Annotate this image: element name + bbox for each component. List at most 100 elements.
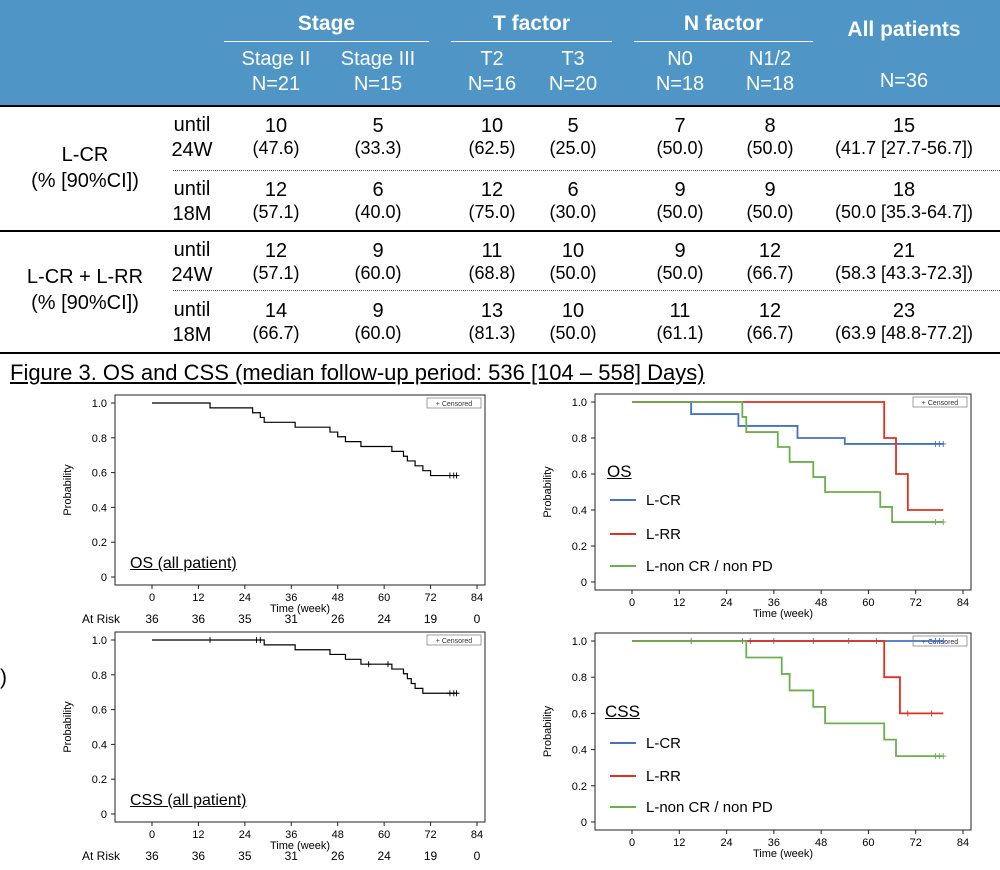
table-cell: 15 (41.7 [27.7-56.7]) <box>809 115 999 159</box>
table-cell: 12 (66.7) <box>730 240 810 284</box>
at-risk-value: 36 <box>145 612 159 626</box>
column-header: N1/2 N=18 <box>730 47 810 97</box>
row-period-label: until 18M <box>160 298 224 348</box>
row-period-line: 24W <box>171 139 213 161</box>
y-tick-label: 0 <box>581 817 587 829</box>
table-cell: 12 (57.1) <box>226 240 326 284</box>
km-chart-os-all: 0 0.2 0.4 0.6 0.8 1.0 0 12 24 36 48 60 72 84 Time (wee… <box>62 394 486 615</box>
cell-count: 12 <box>480 179 504 201</box>
cell-count: 6 <box>567 179 579 201</box>
y-axis-label: Probability <box>62 701 74 753</box>
cell-count: 10 <box>480 115 504 137</box>
y-tick-label: 0 <box>101 809 107 821</box>
legend-item: L-CR <box>610 490 681 510</box>
x-tick-label: 0 <box>629 597 635 609</box>
table-cell: 6 (30.0) <box>533 179 613 223</box>
column-header: T2 N=16 <box>452 47 532 97</box>
y-tick-label: 0.4 <box>572 745 587 757</box>
cell-percent: (75.0) <box>468 202 516 222</box>
cell-percent: (60.0) <box>354 263 402 283</box>
y-tick-label: 0 <box>101 572 107 584</box>
plot-frame <box>114 394 486 586</box>
survival-curve-l-non-cr-non-pd <box>632 401 944 523</box>
y-tick-label: 0.2 <box>92 537 107 549</box>
legend-item: L-RR <box>610 524 681 544</box>
column-name: N0 <box>667 48 693 70</box>
cell-percent: (61.1) <box>656 323 704 343</box>
at-risk-value: 31 <box>284 849 298 863</box>
y-tick-label: 1.0 <box>92 398 107 410</box>
x-tick-label: 12 <box>673 597 685 609</box>
x-tick-label: 36 <box>285 592 297 604</box>
cell-percent: (62.5) <box>468 138 516 158</box>
at-risk-value: 36 <box>191 849 206 863</box>
group-header-t-factor: T factor <box>492 12 570 35</box>
y-axis-label: Probability <box>542 466 554 518</box>
x-tick-label: 48 <box>332 592 344 604</box>
table-cell: 9 (60.0) <box>328 300 428 344</box>
censor-mark <box>932 519 939 526</box>
table-cell: 13 (81.3) <box>452 300 532 344</box>
column-header: Stage III N=15 <box>328 47 428 97</box>
table-cell: 14 (66.7) <box>226 300 326 344</box>
cell-count: 7 <box>674 115 686 137</box>
table-cell: 12 (66.7) <box>730 300 810 344</box>
y-tick-label: 0 <box>581 577 587 589</box>
table-cell: 11 (61.1) <box>640 300 720 344</box>
column-header: N=36 <box>809 69 999 94</box>
cell-count: 6 <box>372 179 384 201</box>
table-cell: 5 (33.3) <box>328 115 428 159</box>
censor-mark <box>365 661 372 668</box>
cell-percent: (40.0) <box>354 202 402 222</box>
x-tick-label: 0 <box>629 837 635 849</box>
at-risk-value: 24 <box>377 849 391 863</box>
legend-item: L-RR <box>610 766 681 786</box>
censored-legend-box <box>426 634 482 646</box>
at-risk-value: 36 <box>145 849 159 863</box>
table-dotted-rule <box>173 170 1000 171</box>
column-n: N=18 <box>655 73 705 95</box>
y-axis-label: Probability <box>62 464 74 516</box>
y-tick-label: 0.6 <box>572 469 587 481</box>
y-tick-label: 0.6 <box>92 468 107 480</box>
x-tick-label: 36 <box>285 829 297 841</box>
row-period-label: until 18M <box>160 177 224 227</box>
censor-mark <box>453 472 460 479</box>
at-risk-value: 0 <box>473 612 481 626</box>
legend-swatch <box>610 742 636 744</box>
survival-curve-all <box>152 402 458 477</box>
x-tick-label: 72 <box>910 597 922 609</box>
cell-count: 9 <box>674 179 686 201</box>
row-period-line: until <box>173 239 211 261</box>
at-risk-value: 19 <box>423 612 438 626</box>
censored-legend-text: + Censored <box>436 638 472 645</box>
x-tick-label: 24 <box>720 837 732 849</box>
cell-percent: (50.0) <box>549 323 597 343</box>
cell-count: 12 <box>758 300 782 322</box>
cell-percent: (50.0) <box>656 138 704 158</box>
table-rule <box>0 352 1000 354</box>
censor-mark <box>940 638 947 644</box>
row-group-label: L-CR (% [90%CI]) <box>10 142 160 194</box>
cell-percent: (66.7) <box>746 323 794 343</box>
y-tick-label: 0.8 <box>572 433 587 445</box>
table-cell: 10 (47.6) <box>226 115 326 159</box>
y-tick-label: 0.8 <box>92 433 107 445</box>
at-risk-value: 0 <box>473 849 481 863</box>
column-name: Stage III <box>340 48 416 70</box>
x-tick-label: 72 <box>910 837 922 849</box>
chart-title: CSS (all patient) <box>130 792 247 809</box>
cell-percent: (60.0) <box>354 323 402 343</box>
chart-title: OS <box>607 462 632 481</box>
cell-percent: (57.1) <box>252 263 300 283</box>
at-risk-value: 36 <box>191 612 206 626</box>
y-tick-label: 0.8 <box>92 670 107 682</box>
cell-percent: (50.0 [35.3-64.7]) <box>834 202 974 222</box>
x-tick-label: 0 <box>149 829 155 841</box>
row-period-label: until 24W <box>160 113 224 163</box>
censored-legend-text: + Censored <box>922 639 958 646</box>
cell-percent: (25.0) <box>549 138 597 158</box>
at-risk-label: At Risk <box>82 612 121 626</box>
survival-curve-all <box>152 639 458 694</box>
row-period-line: until <box>173 178 211 200</box>
